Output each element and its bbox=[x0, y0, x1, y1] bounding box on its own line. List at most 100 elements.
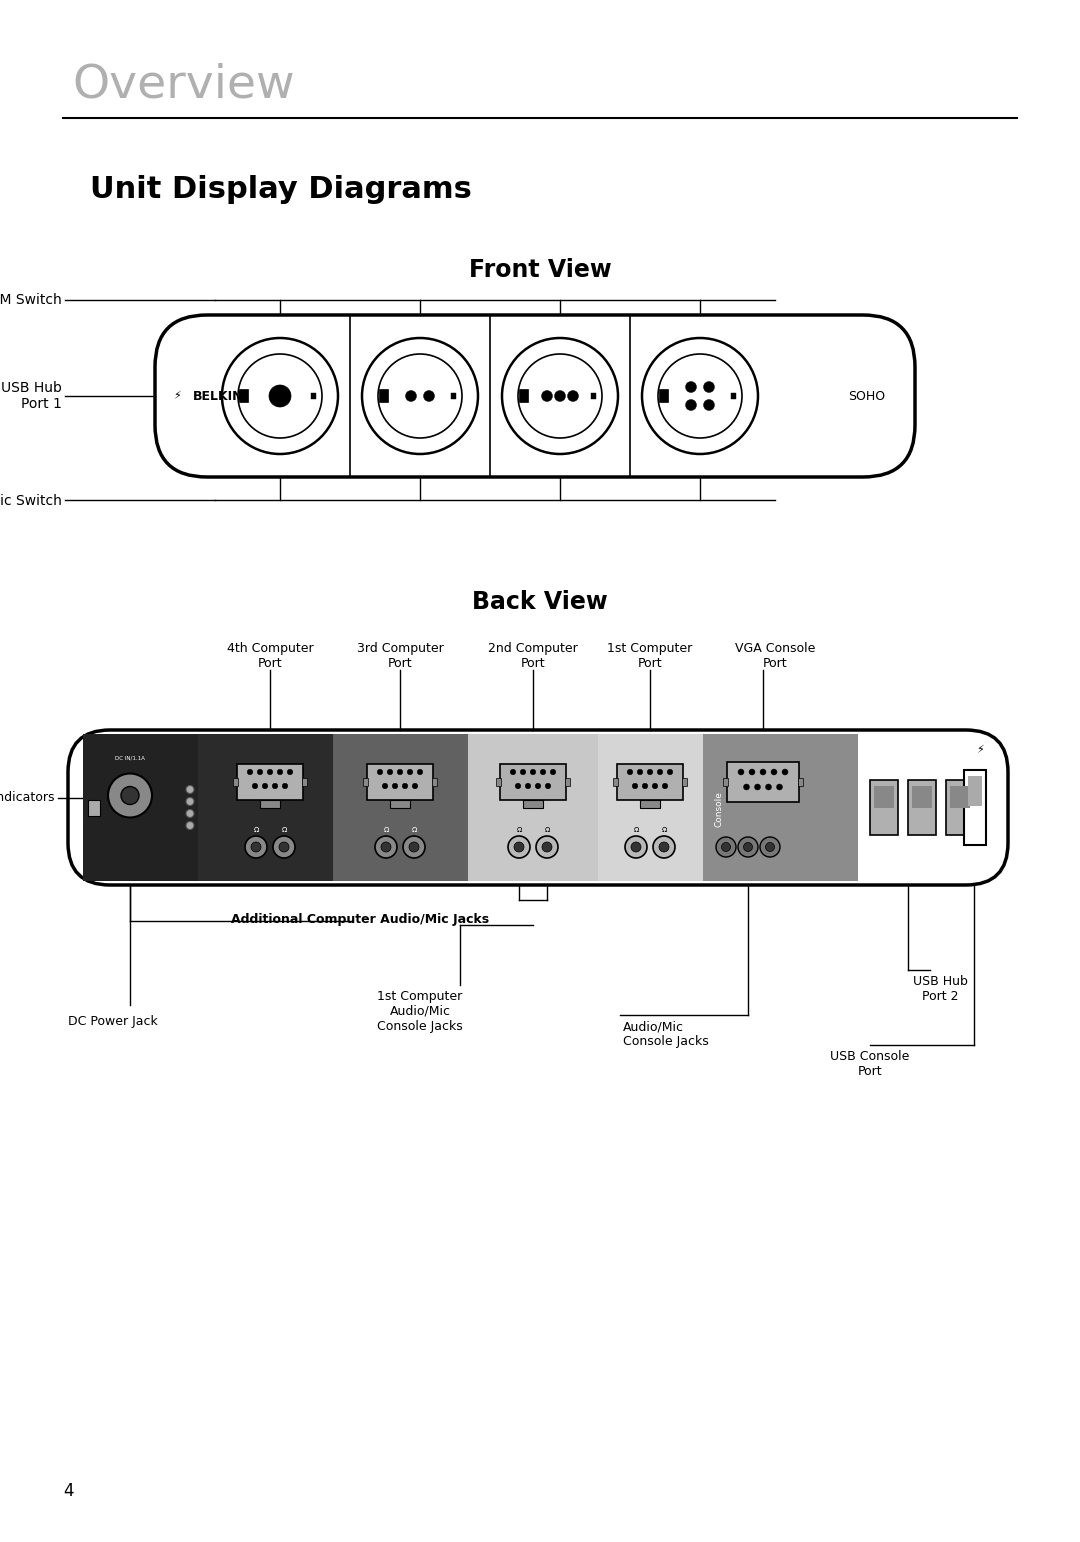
Circle shape bbox=[108, 774, 152, 817]
Bar bbox=[870, 780, 897, 834]
Bar bbox=[617, 763, 683, 800]
Text: Console: Console bbox=[715, 791, 724, 828]
Text: BELKIN: BELKIN bbox=[193, 390, 243, 402]
Circle shape bbox=[186, 822, 194, 830]
Circle shape bbox=[222, 338, 338, 453]
Text: Overview: Overview bbox=[72, 62, 295, 106]
Circle shape bbox=[515, 783, 521, 790]
Circle shape bbox=[703, 399, 715, 410]
Bar bbox=[260, 800, 280, 808]
Circle shape bbox=[658, 769, 663, 774]
Bar bbox=[390, 800, 410, 808]
Circle shape bbox=[245, 836, 267, 857]
Bar bbox=[946, 780, 974, 834]
Bar bbox=[703, 734, 858, 880]
Text: DC Power Jack: DC Power Jack bbox=[68, 1015, 158, 1029]
Text: Ω: Ω bbox=[281, 827, 286, 833]
Bar bbox=[723, 779, 728, 786]
Bar bbox=[198, 734, 333, 880]
Circle shape bbox=[743, 783, 750, 790]
Text: Port Indicators: Port Indicators bbox=[0, 791, 55, 803]
Bar bbox=[363, 779, 368, 786]
Circle shape bbox=[402, 783, 408, 790]
Circle shape bbox=[392, 783, 397, 790]
Text: Ω: Ω bbox=[383, 827, 389, 833]
Circle shape bbox=[760, 769, 766, 776]
Circle shape bbox=[647, 769, 652, 774]
Circle shape bbox=[658, 355, 742, 438]
Circle shape bbox=[287, 769, 293, 774]
Circle shape bbox=[257, 769, 262, 774]
Circle shape bbox=[381, 842, 391, 853]
Text: 2nd Computer
Port: 2nd Computer Port bbox=[488, 641, 578, 671]
Bar bbox=[379, 389, 388, 402]
Circle shape bbox=[743, 842, 753, 851]
Circle shape bbox=[662, 783, 667, 790]
FancyBboxPatch shape bbox=[68, 729, 1008, 885]
Circle shape bbox=[632, 783, 638, 790]
Circle shape bbox=[667, 769, 673, 774]
Text: Ω: Ω bbox=[411, 827, 417, 833]
Circle shape bbox=[738, 837, 758, 857]
FancyBboxPatch shape bbox=[156, 315, 915, 476]
Circle shape bbox=[627, 769, 633, 774]
Circle shape bbox=[541, 390, 553, 401]
Bar bbox=[311, 393, 316, 399]
Bar bbox=[496, 779, 501, 786]
Text: VGA Console
Port: VGA Console Port bbox=[734, 641, 815, 671]
Circle shape bbox=[550, 769, 556, 774]
Text: KVM Switch: KVM Switch bbox=[0, 293, 62, 307]
Bar bbox=[681, 779, 687, 786]
Circle shape bbox=[247, 769, 253, 774]
Circle shape bbox=[554, 390, 566, 401]
Text: USB Hub
Port 2: USB Hub Port 2 bbox=[913, 975, 968, 1002]
Circle shape bbox=[750, 769, 755, 776]
Circle shape bbox=[278, 769, 283, 774]
Circle shape bbox=[413, 783, 418, 790]
Text: Ω: Ω bbox=[661, 827, 666, 833]
Bar bbox=[912, 785, 932, 808]
Circle shape bbox=[362, 338, 478, 453]
Circle shape bbox=[405, 390, 417, 401]
Circle shape bbox=[536, 783, 541, 790]
Circle shape bbox=[403, 836, 426, 857]
Bar bbox=[727, 762, 799, 802]
Text: Back View: Back View bbox=[472, 591, 608, 614]
Bar bbox=[302, 779, 307, 786]
Circle shape bbox=[540, 769, 545, 774]
Circle shape bbox=[637, 769, 643, 774]
Bar bbox=[83, 734, 198, 880]
Circle shape bbox=[238, 355, 322, 438]
Circle shape bbox=[545, 783, 551, 790]
Circle shape bbox=[282, 783, 287, 790]
Circle shape bbox=[409, 842, 419, 853]
Circle shape bbox=[542, 842, 552, 853]
Text: ⚡: ⚡ bbox=[173, 392, 180, 401]
Circle shape bbox=[510, 769, 516, 774]
Bar bbox=[367, 763, 433, 800]
Text: 3rd Computer
Port: 3rd Computer Port bbox=[356, 641, 444, 671]
Circle shape bbox=[631, 842, 642, 853]
Text: 1st Computer
Audio/Mic
Console Jacks: 1st Computer Audio/Mic Console Jacks bbox=[377, 990, 463, 1033]
Circle shape bbox=[253, 783, 258, 790]
Circle shape bbox=[407, 769, 413, 774]
Circle shape bbox=[521, 769, 526, 774]
Bar bbox=[731, 393, 735, 399]
Bar bbox=[87, 799, 100, 816]
Text: 4: 4 bbox=[63, 1482, 73, 1500]
Circle shape bbox=[518, 355, 602, 438]
Circle shape bbox=[643, 783, 648, 790]
Circle shape bbox=[514, 842, 524, 853]
Circle shape bbox=[721, 842, 730, 851]
Circle shape bbox=[738, 769, 744, 776]
Bar bbox=[950, 785, 970, 808]
Circle shape bbox=[269, 386, 291, 407]
Bar bbox=[908, 780, 936, 834]
Circle shape bbox=[567, 390, 579, 401]
Bar bbox=[659, 389, 669, 402]
Circle shape bbox=[525, 783, 530, 790]
Text: ⚡: ⚡ bbox=[976, 745, 984, 756]
Circle shape bbox=[755, 783, 760, 790]
Bar bbox=[233, 779, 238, 786]
Text: SOHO: SOHO bbox=[848, 390, 885, 402]
